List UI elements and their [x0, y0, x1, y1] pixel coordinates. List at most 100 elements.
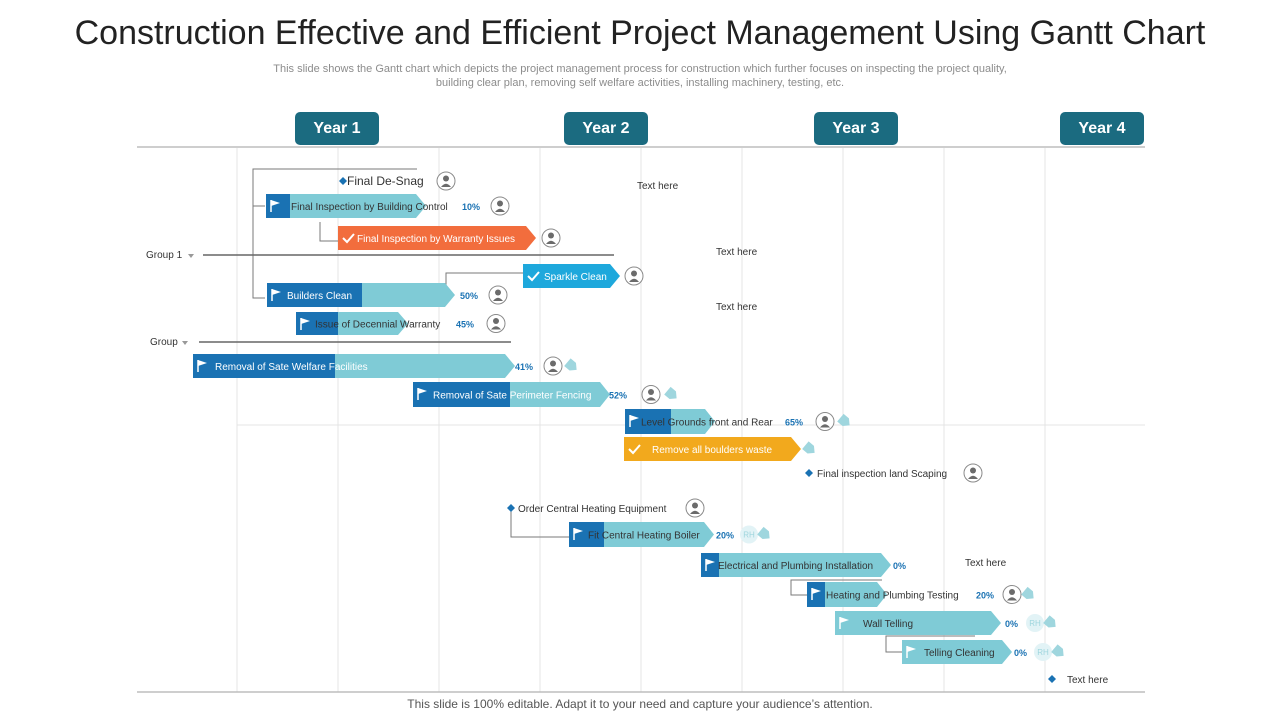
person-icon	[815, 412, 835, 431]
person-icon	[543, 356, 563, 376]
task-progress: 0%	[893, 561, 906, 571]
task-name: Removal of Sate Perimeter Fencing	[433, 391, 591, 402]
assignee-initials: RH	[743, 531, 755, 540]
task-bar	[835, 611, 1001, 635]
task-name: Wall Telling	[863, 619, 913, 630]
task-bar	[624, 437, 801, 461]
task-row[interactable]: Builders Clean 50%	[267, 283, 508, 307]
subtitle-line-1: This slide shows the Gantt chart which d…	[273, 63, 1007, 75]
text-note: Text here	[965, 558, 1007, 569]
task-progress: 0%	[1005, 619, 1018, 629]
task-row[interactable]: Fit Central Heating Boiler 20% RH	[569, 522, 773, 547]
task-bar-progress	[413, 382, 510, 407]
flag-icon	[630, 415, 639, 421]
slide-footer: This slide is 100% editable. Adapt it to…	[407, 697, 873, 711]
task-row[interactable]: Final Inspection by Warranty Issues	[338, 226, 561, 250]
task-row[interactable]: Telling Cleaning 0% RH	[902, 640, 1067, 664]
task-bar-progress	[266, 194, 290, 218]
dependency-connector	[510, 508, 569, 538]
person-icon-head	[631, 270, 637, 277]
task-name: Heating and Plumbing Testing	[826, 591, 959, 602]
person-icon-head	[497, 200, 503, 207]
task-name: Text here	[1067, 675, 1109, 686]
person-icon-head	[970, 467, 976, 474]
person-icon-body	[546, 240, 556, 244]
task-name: Fit Central Heating Boiler	[588, 531, 700, 542]
task-row[interactable]: Removal of Sate Perimeter Fencing 52%	[413, 382, 680, 407]
task-row[interactable]: Sparkle Clean	[523, 264, 644, 288]
person-icon	[488, 285, 508, 305]
flag-icon	[418, 388, 427, 394]
task-bar-progress	[807, 582, 825, 607]
person-icon-body	[493, 297, 503, 301]
task-name: Telling Cleaning	[924, 648, 995, 659]
task-bar-progress	[701, 553, 719, 577]
text-note: Text here	[716, 302, 758, 313]
person-icon	[1002, 585, 1022, 604]
person-icon-body	[1007, 597, 1017, 601]
task-progress: 41%	[515, 362, 533, 372]
milestone-diamond	[339, 177, 347, 185]
group-row[interactable]: Group 1	[146, 250, 614, 261]
task-row[interactable]: Remove all boulders waste	[624, 437, 818, 461]
task-row[interactable]: Heating and Plumbing Testing 20%	[807, 582, 1037, 607]
tag-icon	[564, 358, 577, 371]
person-icon	[624, 266, 644, 286]
slide-title: Construction Effective and Efficient Pro…	[74, 14, 1206, 52]
task-row[interactable]: Final De-Snag	[339, 171, 456, 191]
person-icon-head	[550, 360, 556, 367]
task-row[interactable]: Final Inspection by Building Control 10%	[266, 194, 510, 218]
task-name: Remove all boulders waste	[652, 445, 772, 456]
task-bar-progress	[569, 522, 604, 547]
subtitle-line-2: building clear plan, removing self welfa…	[435, 77, 845, 89]
person-icon-body	[968, 475, 978, 479]
person-icon-body	[441, 183, 451, 187]
tag-icon	[1051, 644, 1064, 657]
person-icon	[436, 171, 456, 191]
task-row[interactable]: Issue of Decennial Warranty 45%	[296, 312, 506, 335]
task-row[interactable]: Level Grounds front and Rear 65%	[625, 409, 853, 434]
group-label: Group	[150, 337, 178, 348]
tag-icon	[757, 526, 770, 539]
checkmark-icon	[527, 271, 540, 282]
task-row[interactable]: Final inspection land Scaping	[805, 463, 983, 483]
person-icon	[641, 385, 661, 404]
checkmark-icon	[628, 444, 641, 455]
task-row[interactable]: Text here	[1048, 675, 1109, 686]
task-name: Final inspection land Scaping	[817, 469, 947, 480]
flag-icon	[706, 559, 715, 565]
person-icon-body	[690, 510, 700, 514]
person-icon-body	[495, 208, 505, 212]
task-name: Final De-Snag	[347, 174, 424, 188]
task-name: Builders Clean	[287, 291, 352, 302]
group-row[interactable]: Group	[150, 337, 511, 348]
task-progress: 52%	[609, 391, 627, 401]
person-icon-head	[692, 502, 698, 509]
task-row[interactable]: Order Central Heating Equipment	[507, 498, 705, 518]
task-row[interactable]: Electrical and Plumbing Installation 0%	[701, 553, 906, 577]
task-bar	[338, 226, 536, 250]
task-row[interactable]: Removal of Sate Welfare Facilities 41%	[193, 354, 580, 378]
task-bar-progress	[267, 283, 362, 307]
task-name: Sparkle Clean	[544, 272, 607, 283]
person-icon-head	[548, 232, 554, 239]
person-icon-body	[820, 424, 830, 428]
task-bar-progress	[193, 354, 335, 378]
task-progress: 65%	[785, 418, 803, 428]
task-bar	[701, 553, 891, 577]
task-row[interactable]: Wall Telling 0% RH	[835, 611, 1059, 635]
checkmark-icon	[342, 233, 355, 244]
chevron-down-icon[interactable]	[182, 341, 188, 345]
chevron-down-icon[interactable]	[188, 254, 194, 258]
year-4-header: Year 4	[1060, 112, 1144, 145]
person-icon	[963, 463, 983, 483]
person-icon	[486, 314, 506, 333]
person-icon-body	[629, 278, 639, 282]
tag-icon	[837, 413, 850, 426]
flag-icon	[198, 360, 207, 366]
slide-subtitle: This slide shows the Gantt chart which d…	[240, 62, 1040, 90]
dependency-connector	[445, 272, 523, 294]
group-label: Group 1	[146, 250, 183, 261]
task-bar-progress	[625, 409, 671, 434]
task-progress: 50%	[460, 291, 478, 301]
